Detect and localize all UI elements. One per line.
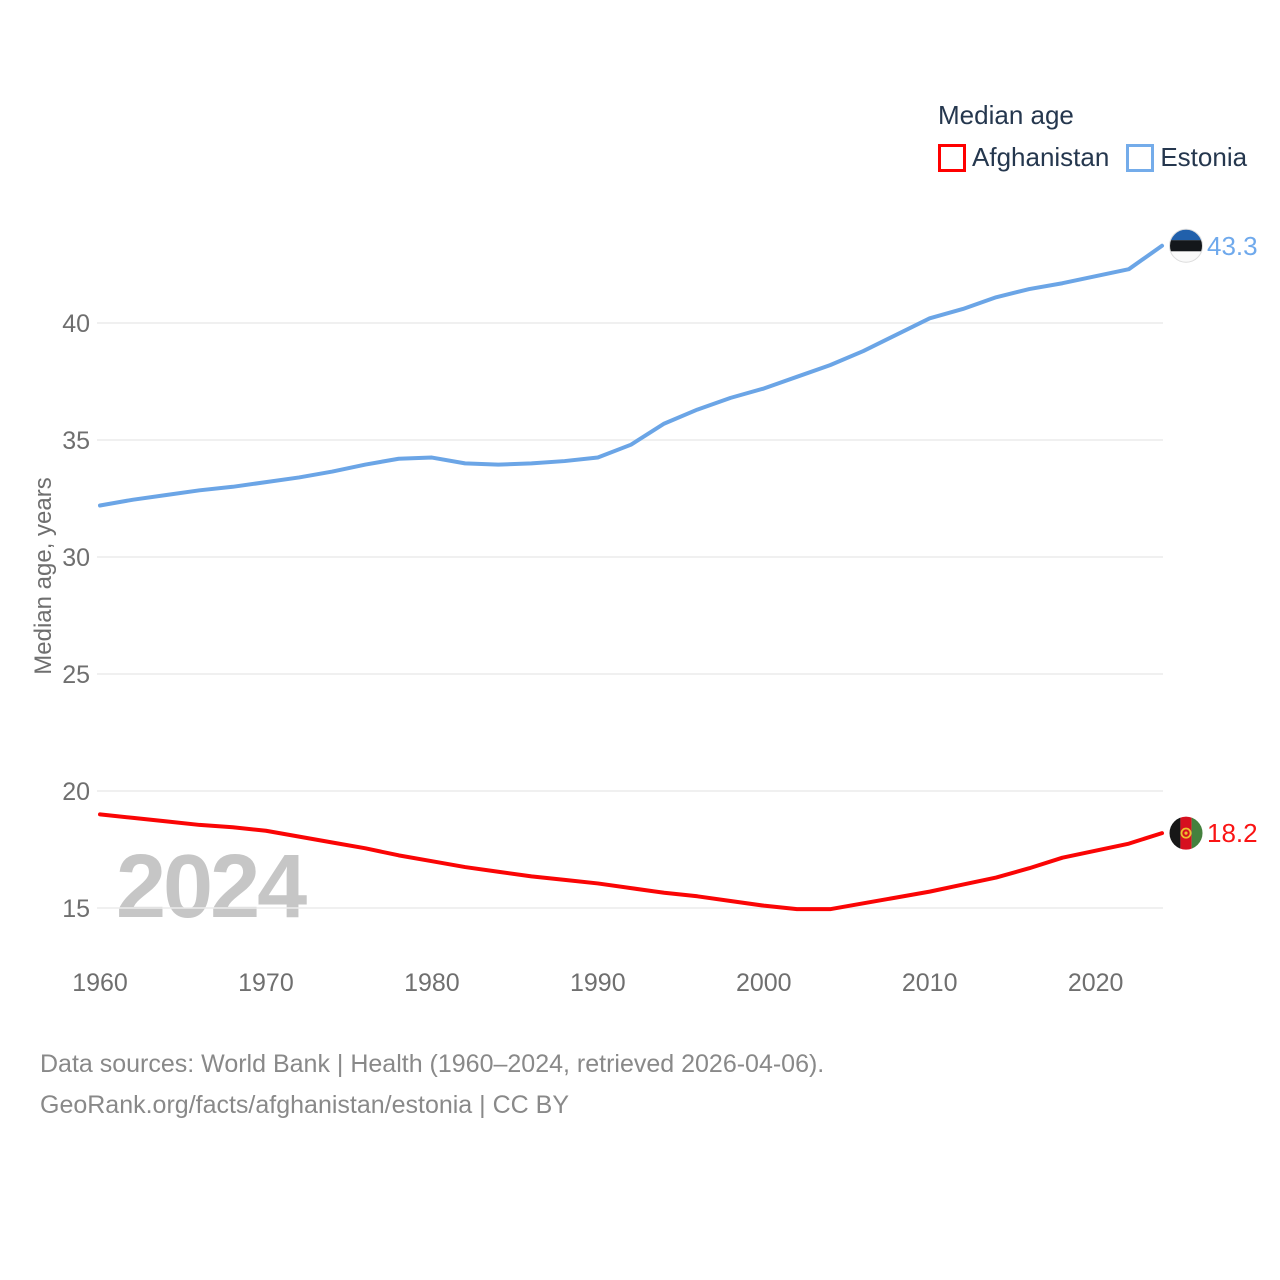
x-tick-label: 1960	[72, 969, 128, 997]
legend-item-label: Afghanistan	[972, 142, 1110, 172]
legend: Median age Afghanistan Estonia	[938, 100, 1247, 173]
footer-sources: Data sources: World Bank | Health (1960–…	[40, 1050, 825, 1078]
afghanistan-end-value-label: 18.2	[1207, 818, 1258, 848]
legend-title: Median age	[938, 100, 1074, 130]
watermark-year: 2024	[116, 837, 307, 937]
y-tick-label: 40	[62, 310, 90, 338]
estonia-end-value-label: 43.3	[1207, 231, 1258, 261]
afghanistan-swatch-icon	[938, 143, 966, 172]
footer: Data sources: World Bank | Health (1960–…	[40, 1044, 824, 1126]
x-tick-label: 1970	[238, 969, 294, 997]
estonia-swatch-icon	[1126, 143, 1155, 172]
y-tick-label: 25	[62, 661, 90, 689]
y-tick-label: 20	[62, 778, 90, 806]
x-tick-label: 2000	[736, 969, 792, 997]
x-tick-label: 2010	[902, 969, 958, 997]
legend-item-afghanistan[interactable]: Afghanistan	[938, 142, 1109, 173]
afghanistan-line	[98, 812, 1165, 912]
median-age-chart: 15 20 25 30 35 40 1960 1970 1980 1990 2000 2010 2020…	[62, 228, 1258, 997]
afghanistan-flag-icon	[1169, 816, 1203, 850]
x-tick-label: 2020	[1068, 969, 1124, 997]
y-tick-label: 15	[62, 895, 90, 923]
x-tick-label: 1980	[404, 969, 460, 997]
estonia-flag-icon	[1169, 228, 1204, 263]
legend-item-label: Estonia	[1160, 142, 1248, 172]
estonia-line	[98, 243, 1165, 508]
y-tick-label: 30	[62, 544, 90, 572]
y-tick-label: 35	[62, 427, 90, 455]
footer-attribution: GeoRank.org/facts/afghanistan/estonia | …	[40, 1091, 570, 1119]
x-tick-label: 1990	[570, 969, 626, 997]
legend-items: Afghanistan Estonia	[938, 142, 1247, 173]
legend-item-estonia[interactable]: Estonia	[1126, 142, 1247, 173]
